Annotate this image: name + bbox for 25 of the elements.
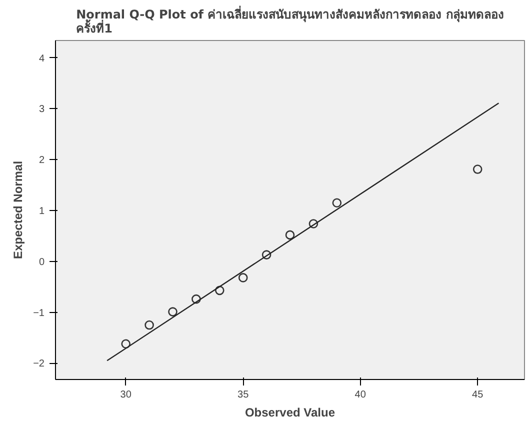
y-tick-label: 2: [38, 155, 45, 166]
point: [332, 198, 342, 208]
y-tick-label: 0: [38, 256, 45, 268]
point: [192, 294, 201, 304]
point: [262, 250, 272, 260]
point: [144, 320, 154, 330]
y-tick-label: 3: [38, 104, 45, 116]
y-tick-label: −1: [33, 308, 45, 319]
chart-title: Normal Q-Q Plot of ค่าเฉลี่ยแรงสนับสนุนทางสังคมหลังการทดลอง กลุ่มทดลอง ครั้งที่1: [76, 6, 504, 36]
y-axis-title: Expected Normal: [11, 160, 26, 260]
x-tick-label: 45: [472, 390, 484, 400]
point: [215, 286, 224, 296]
point: [121, 339, 130, 349]
x-axis-title: Observed Value: [244, 406, 336, 420]
y-tick-label: −2: [33, 358, 45, 370]
y-tick-label: 1: [38, 206, 45, 218]
y-tick-label: 4: [38, 53, 45, 64]
point: [308, 219, 318, 228]
x-tick-label: 40: [354, 390, 366, 400]
point: [472, 164, 482, 174]
point: [238, 273, 248, 282]
x-tick-label: 35: [238, 390, 250, 400]
x-tick-label: 30: [120, 390, 132, 400]
point: [168, 307, 178, 316]
point: [285, 230, 295, 240]
